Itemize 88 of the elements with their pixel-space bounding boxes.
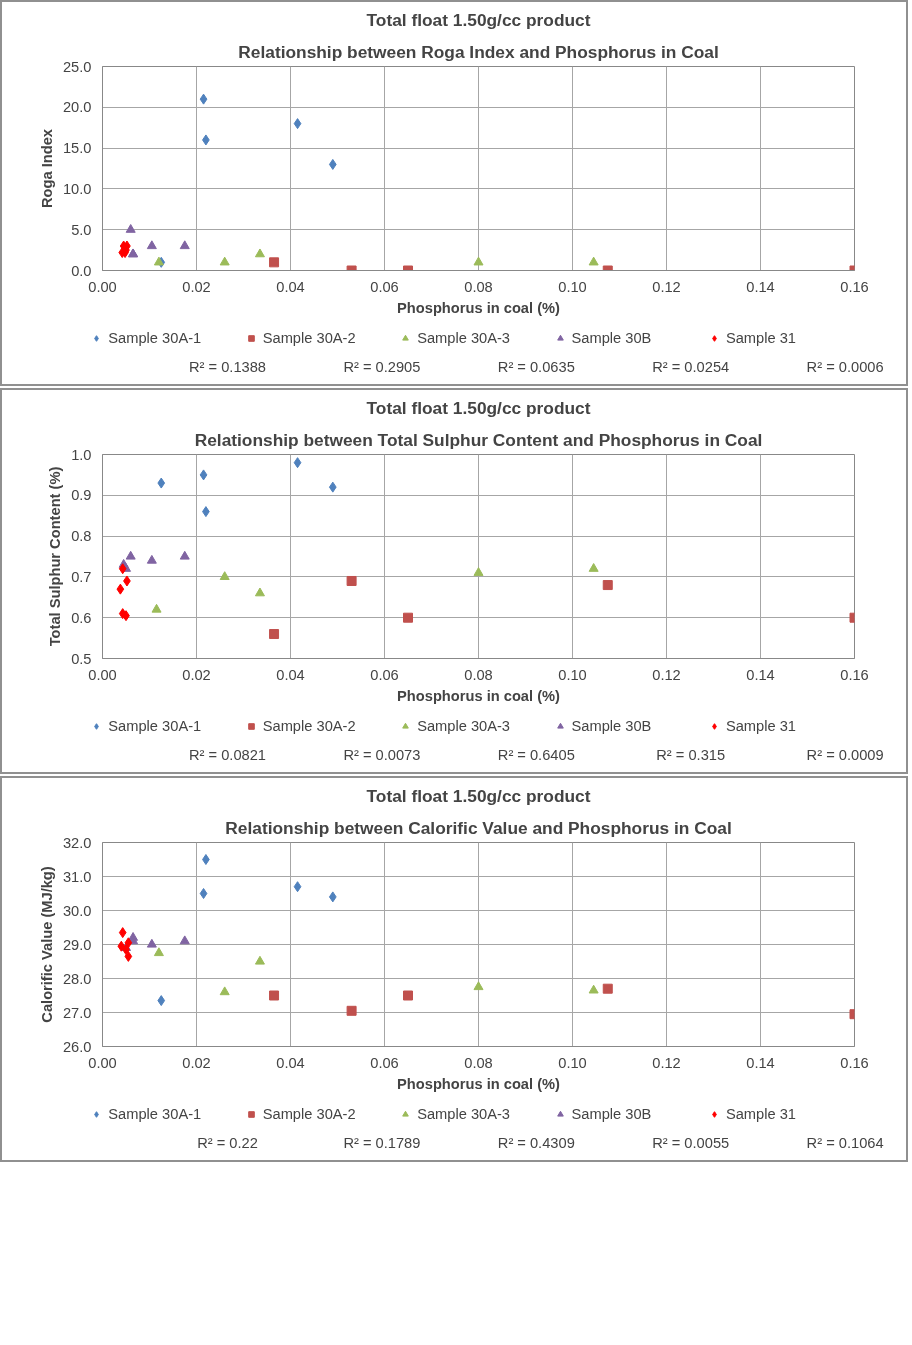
legend-label: Sample 30A-2 xyxy=(262,1106,356,1122)
y-tick-label: 15.0 xyxy=(62,140,92,157)
legend-label: Sample 30A-1 xyxy=(108,718,202,734)
text: R² = 0.6405 xyxy=(497,746,575,763)
chart-title: Total float 1.50g/cc product xyxy=(366,785,591,806)
y-tick-label: 25.0 xyxy=(62,58,92,75)
chart-subtitle: Relationship between Total Sulphur Content and Phosphorus in Coal xyxy=(194,429,763,450)
y-tick-label: 0.5 xyxy=(71,650,92,667)
x-tick-label: 0.00 xyxy=(88,1054,117,1071)
text: R² = 0.22 xyxy=(197,1134,258,1151)
x-tick-label: 0.08 xyxy=(464,1054,493,1071)
x-tick-label: 0.10 xyxy=(558,278,587,295)
text: R² = 0.0073 xyxy=(343,746,421,763)
legend-label: Sample 31 xyxy=(725,330,796,346)
text: R² = 0.0635 xyxy=(497,358,575,375)
x-tick-label: 0.04 xyxy=(276,666,305,683)
x-tick-label: 0.04 xyxy=(276,1054,305,1071)
x-tick-label: 0.12 xyxy=(652,278,681,295)
text: R² = 0.315 xyxy=(656,746,726,763)
y-tick-label: 0.8 xyxy=(71,528,92,545)
y-axis-title: Total Sulphur Content (%) xyxy=(47,466,64,647)
y-tick-label: 29.0 xyxy=(62,936,92,953)
legend-label: Sample 30A-3 xyxy=(417,330,511,346)
text: R² = 0.2905 xyxy=(343,358,421,375)
x-tick-label: 0.02 xyxy=(182,278,211,295)
text: R² = 0.0055 xyxy=(652,1134,730,1151)
chart-title: Total float 1.50g/cc product xyxy=(366,9,591,30)
x-tick-label: 0.06 xyxy=(370,666,399,683)
x-tick-label: 0.16 xyxy=(840,666,869,683)
chart-subtitle: Relationship between Calorific Value and Phosphorus in Coal xyxy=(225,817,732,838)
x-tick-label: 0.14 xyxy=(746,666,775,683)
x-tick-label: 0.06 xyxy=(370,1054,399,1071)
text: R² = 0.0006 xyxy=(806,358,884,375)
x-tick-label: 0.02 xyxy=(182,666,211,683)
y-tick-label: 20.0 xyxy=(62,99,92,116)
text: R² = 0.1388 xyxy=(189,358,266,375)
x-tick-label: 0.08 xyxy=(464,666,493,683)
legend-label: Sample 30A-2 xyxy=(262,718,356,734)
chart-title: Total float 1.50g/cc product xyxy=(366,397,591,418)
y-tick-label: 32.0 xyxy=(62,834,92,851)
y-axis-title: Roga Index xyxy=(38,128,55,208)
legend-label: Sample 31 xyxy=(725,1106,796,1122)
legend-label: Sample 30B xyxy=(571,1106,652,1122)
y-tick-label: 0.0 xyxy=(71,262,92,279)
x-tick-label: 0.04 xyxy=(276,278,305,295)
x-tick-label: 0.12 xyxy=(652,666,681,683)
x-tick-label: 0.08 xyxy=(464,278,493,295)
x-tick-label: 0.16 xyxy=(840,1054,869,1071)
y-tick-label: 27.0 xyxy=(62,1004,92,1021)
chart-subtitle: Relationship between Roga Index and Phosphorus in Coal xyxy=(238,41,719,62)
text: R² = 0.0254 xyxy=(652,358,730,375)
x-tick-label: 0.16 xyxy=(840,278,869,295)
y-tick-label: 5.0 xyxy=(71,221,92,238)
y-tick-label: 0.9 xyxy=(71,487,92,504)
legend-label: Sample 30A-1 xyxy=(108,1106,202,1122)
legend-label: Sample 31 xyxy=(725,718,796,734)
x-tick-label: 0.14 xyxy=(746,1054,775,1071)
legend-label: Sample 30B xyxy=(571,718,652,734)
y-tick-label: 0.7 xyxy=(71,568,92,585)
y-tick-label: 1.0 xyxy=(71,446,92,463)
text: R² = 0.1064 xyxy=(806,1134,884,1151)
x-tick-label: 0.00 xyxy=(88,278,117,295)
y-axis-title: Calorific Value (MJ/kg) xyxy=(38,866,55,1023)
text: R² = 0.1789 xyxy=(343,1134,421,1151)
text: R² = 0.0821 xyxy=(189,746,266,763)
y-tick-label: 26.0 xyxy=(62,1038,92,1055)
legend-label: Sample 30A-3 xyxy=(417,1106,511,1122)
x-tick-label: 0.12 xyxy=(652,1054,681,1071)
x-tick-label: 0.06 xyxy=(370,278,399,295)
y-tick-label: 30.0 xyxy=(62,902,92,919)
text: R² = 0.4309 xyxy=(497,1134,575,1151)
x-tick-label: 0.10 xyxy=(558,666,587,683)
x-axis-title: Phosphorus in coal (%) xyxy=(397,1075,561,1092)
x-axis-title: Phosphorus in coal (%) xyxy=(397,687,561,704)
y-tick-label: 0.6 xyxy=(71,609,92,626)
legend-label: Sample 30A-2 xyxy=(262,330,356,346)
x-tick-label: 0.00 xyxy=(88,666,117,683)
text: R² = 0.0009 xyxy=(806,746,884,763)
y-tick-label: 28.0 xyxy=(62,970,92,987)
x-tick-label: 0.10 xyxy=(558,1054,587,1071)
legend-label: Sample 30B xyxy=(571,330,652,346)
y-tick-label: 10.0 xyxy=(62,180,92,197)
legend-label: Sample 30A-3 xyxy=(417,718,511,734)
x-tick-label: 0.02 xyxy=(182,1054,211,1071)
y-tick-label: 31.0 xyxy=(62,868,92,885)
legend-label: Sample 30A-1 xyxy=(108,330,202,346)
x-tick-label: 0.14 xyxy=(746,278,775,295)
x-axis-title: Phosphorus in coal (%) xyxy=(397,299,561,316)
